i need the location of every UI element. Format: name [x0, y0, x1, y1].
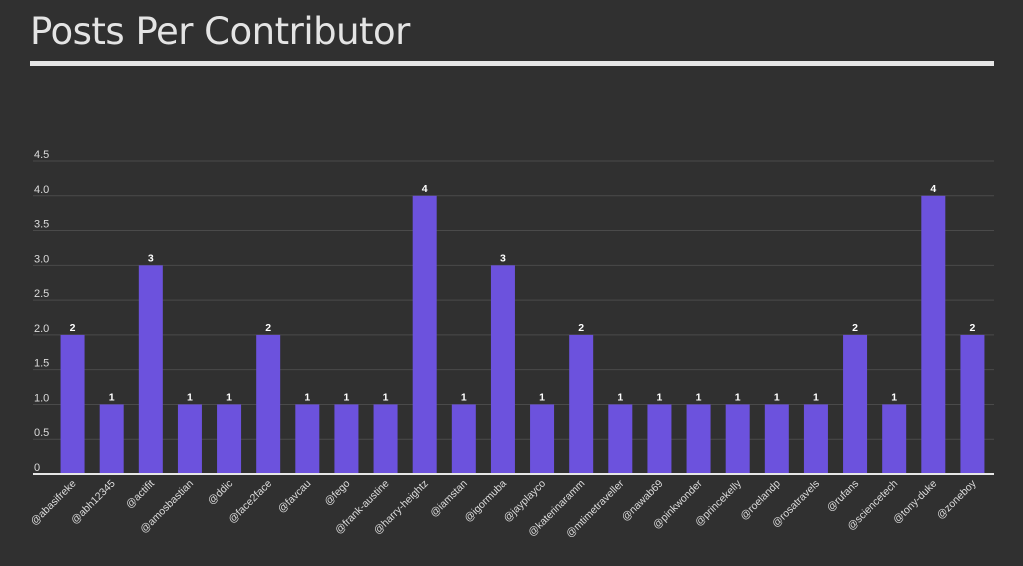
bar	[451, 404, 476, 474]
title-underline	[30, 61, 994, 66]
bar	[882, 404, 907, 474]
bar	[217, 404, 242, 474]
data-label: 3	[148, 252, 154, 264]
bar	[764, 404, 789, 474]
bar	[138, 265, 163, 474]
data-label: 1	[657, 391, 663, 403]
bar	[60, 334, 85, 474]
data-label: 1	[187, 391, 193, 403]
data-label: 1	[304, 391, 310, 403]
bar	[921, 195, 946, 474]
data-label: 1	[735, 391, 741, 403]
y-tick-label: 0.5	[34, 427, 49, 439]
bar	[686, 404, 711, 474]
y-tick-label: 1.5	[34, 358, 49, 370]
bar	[256, 334, 281, 474]
bar	[177, 404, 202, 474]
y-tick-label: 3.0	[34, 253, 49, 265]
bar	[530, 404, 555, 474]
data-label: 2	[852, 322, 858, 334]
data-label: 1	[891, 391, 897, 403]
bar	[960, 334, 985, 474]
x-category-label: @actifit	[124, 478, 157, 511]
bar	[295, 404, 320, 474]
y-tick-label: 2.0	[34, 323, 49, 335]
x-category-label: @rufans	[825, 478, 862, 515]
data-label: 1	[109, 391, 115, 403]
bar	[803, 404, 828, 474]
data-label: 3	[500, 252, 506, 264]
bar	[608, 404, 633, 474]
data-label: 1	[774, 391, 780, 403]
data-label: 2	[970, 322, 976, 334]
bar	[569, 334, 594, 474]
y-tick-label: 2.5	[34, 288, 49, 300]
data-label: 1	[344, 391, 350, 403]
bar	[99, 404, 124, 474]
data-label: 1	[539, 391, 545, 403]
data-label: 1	[226, 391, 232, 403]
y-tick-label: 0	[34, 462, 40, 474]
y-tick-label: 4.0	[34, 184, 49, 196]
x-category-label: @fego	[322, 478, 353, 509]
x-category-label: @favcau	[276, 478, 314, 516]
data-label: 1	[813, 391, 819, 403]
data-label: 2	[70, 322, 76, 334]
data-label: 2	[578, 322, 584, 334]
page-title: Posts Per Contributor	[30, 10, 410, 53]
data-label: 2	[265, 322, 271, 334]
bar	[843, 334, 868, 474]
data-label: 4	[422, 183, 428, 195]
bar	[725, 404, 750, 474]
data-label: 1	[461, 391, 467, 403]
data-label: 1	[696, 391, 702, 403]
bar	[412, 195, 437, 474]
y-tick-label: 4.5	[34, 149, 49, 161]
x-category-label: @ddic	[206, 478, 236, 508]
data-label: 1	[617, 391, 623, 403]
y-tick-label: 1.0	[34, 392, 49, 404]
bar	[647, 404, 672, 474]
x-category-label: @zoneboy	[934, 477, 979, 522]
y-tick-label: 3.5	[34, 219, 49, 231]
bar	[334, 404, 359, 474]
data-label: 1	[383, 391, 389, 403]
data-label: 4	[930, 183, 936, 195]
bar	[490, 265, 515, 474]
bar	[373, 404, 398, 474]
